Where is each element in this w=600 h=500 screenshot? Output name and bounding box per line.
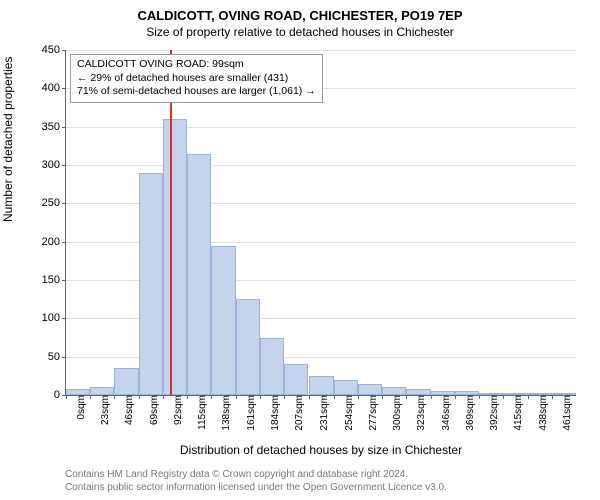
attribution-line-1: Contains HM Land Registry data © Crown c… [65,469,447,482]
xtick-label: 254sqm [338,395,355,431]
xtick-label: 277sqm [362,395,379,431]
xtick-mark [358,395,359,399]
ytick-label: 50 [48,351,66,363]
ytick-label: 450 [42,44,66,56]
xtick-mark [528,395,529,399]
gridline [66,127,576,128]
ytick-label: 350 [42,121,66,133]
chart-title: CALDICOTT, OVING ROAD, CHICHESTER, PO19 … [0,8,600,23]
xtick-label: 69sqm [143,395,160,425]
ytick-label: 0 [54,389,66,401]
histogram-bar [260,338,284,396]
chart: CALDICOTT, OVING ROAD, CHICHESTER, PO19 … [0,8,600,39]
attribution-line-2: Contains public sector information licen… [65,482,447,495]
xtick-mark [552,395,553,399]
xtick-label: 369sqm [459,395,476,431]
histogram-bar [163,119,187,395]
xtick-label: 415sqm [507,395,524,431]
xtick-label: 346sqm [435,395,452,431]
xtick-label: 138sqm [215,395,232,431]
xtick-label: 323sqm [410,395,427,431]
histogram-bar [114,368,138,395]
histogram-bar [187,154,211,396]
xtick-mark [187,395,188,399]
xtick-mark [406,395,407,399]
xtick-label: 115sqm [191,395,208,430]
xtick-mark [382,395,383,399]
plot-area: 0501001502002503003504004500sqm23sqm46sq… [65,50,576,396]
xtick-mark [163,395,164,399]
histogram-bar [211,246,235,396]
histogram-bar [382,387,406,395]
xtick-mark [503,395,504,399]
xtick-label: 46sqm [118,395,135,425]
info-box: CALDICOTT OVING ROAD: 99sqm ← 29% of det… [70,54,323,103]
xtick-mark [114,395,115,399]
ytick-label: 200 [42,236,66,248]
xtick-mark [455,395,456,399]
xtick-mark [236,395,237,399]
xtick-mark [431,395,432,399]
xtick-mark [479,395,480,399]
histogram-bar [334,380,358,395]
ytick-label: 400 [42,82,66,94]
info-line-3: 71% of semi-detached houses are larger (… [77,85,316,99]
ytick-label: 300 [42,159,66,171]
xtick-label: 300sqm [386,395,403,431]
xtick-label: 207sqm [288,395,305,431]
xtick-mark [66,395,67,399]
xtick-label: 461sqm [556,395,573,431]
xtick-label: 231sqm [313,395,330,431]
xtick-mark [260,395,261,399]
xtick-mark [284,395,285,399]
info-line-2: ← 29% of detached houses are smaller (43… [77,72,316,86]
x-axis-label: Distribution of detached houses by size … [180,443,462,457]
xtick-label: 23sqm [94,395,111,425]
info-line-1: CALDICOTT OVING ROAD: 99sqm [77,58,316,72]
xtick-mark [309,395,310,399]
chart-subtitle: Size of property relative to detached ho… [0,25,600,39]
xtick-mark [139,395,140,399]
xtick-mark [211,395,212,399]
xtick-mark [90,395,91,399]
xtick-mark [334,395,335,399]
histogram-bar [139,173,163,395]
xtick-label: 184sqm [264,395,281,431]
attribution: Contains HM Land Registry data © Crown c… [65,469,447,494]
gridline [66,165,576,166]
xtick-label: 0sqm [70,395,87,419]
xtick-label: 161sqm [240,395,257,431]
ytick-label: 100 [42,312,66,324]
ytick-label: 150 [42,274,66,286]
histogram-bar [90,387,114,395]
histogram-bar [284,364,308,395]
xtick-label: 392sqm [483,395,500,431]
ytick-label: 250 [42,197,66,209]
histogram-bar [236,299,260,395]
gridline [66,50,576,51]
histogram-bar [309,376,333,395]
y-axis-label: Number of detached properties [1,57,15,222]
xtick-label: 438sqm [532,395,549,431]
xtick-label: 92sqm [167,395,184,425]
histogram-bar [358,384,382,396]
